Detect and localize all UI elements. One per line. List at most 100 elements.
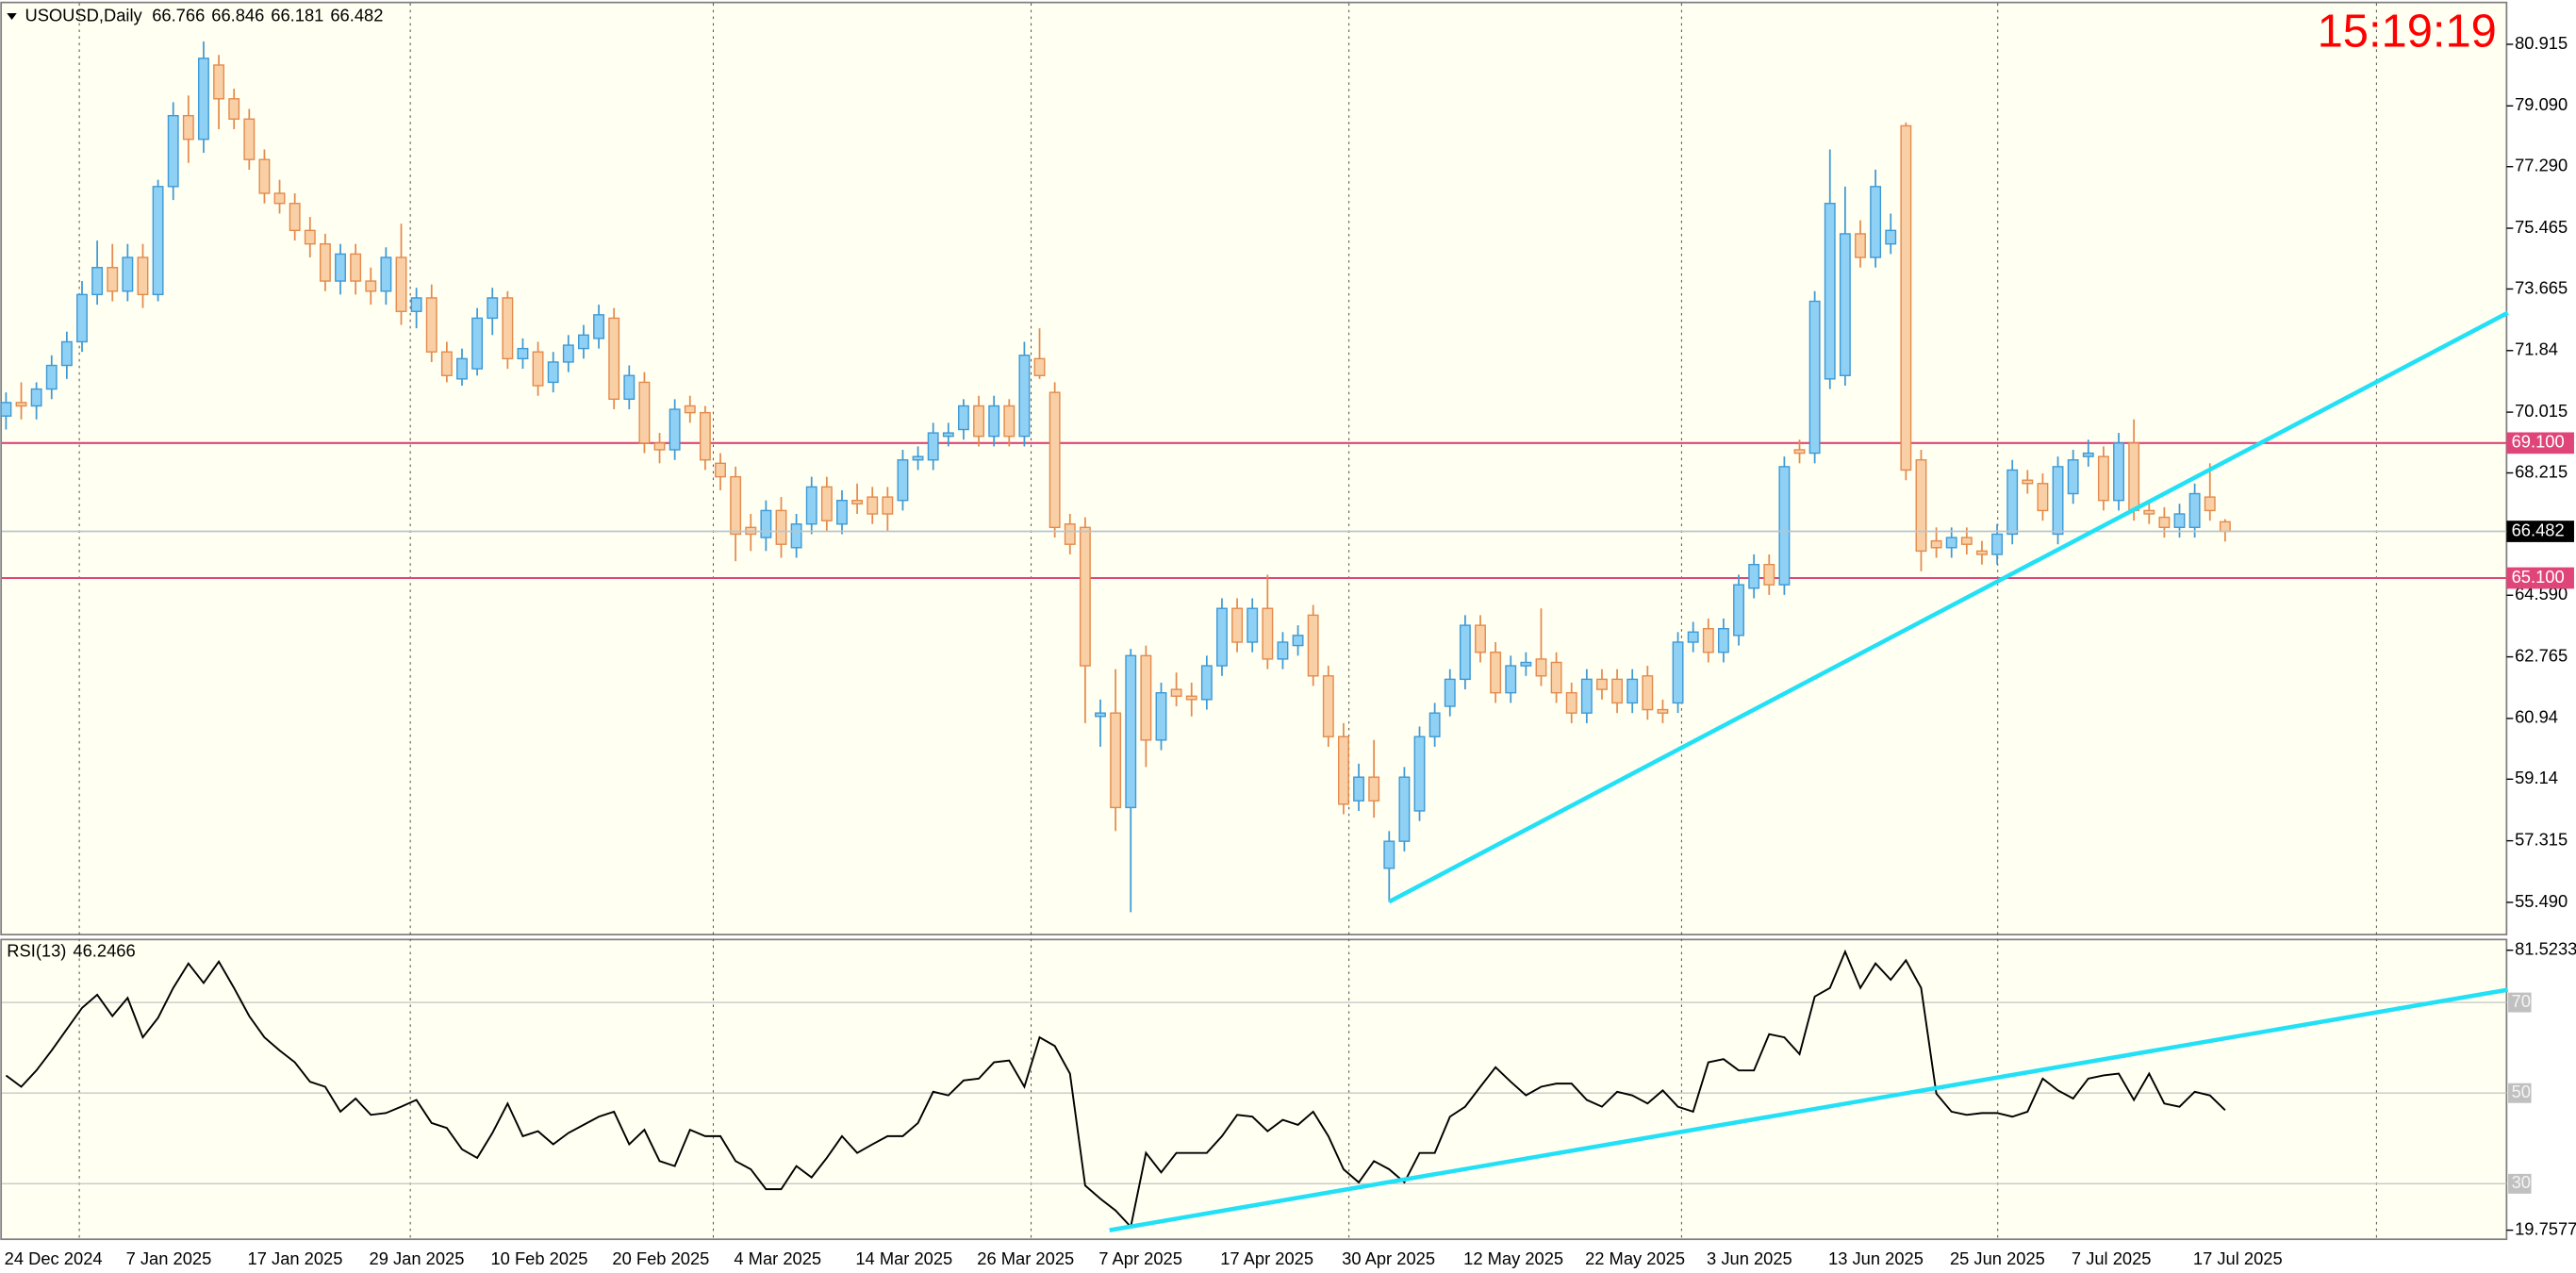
candle-body xyxy=(517,347,529,360)
candle-body xyxy=(76,293,88,343)
candle-body xyxy=(1231,607,1244,643)
y-tick-label: 55.490 xyxy=(2515,891,2568,911)
candle-body xyxy=(471,317,484,370)
x-tick-label: 3 Jun 2025 xyxy=(1707,1248,1792,1268)
rsi-current: 46.2466 xyxy=(73,940,135,960)
candle-body xyxy=(1216,607,1228,667)
candle-body xyxy=(669,408,681,451)
candle-body xyxy=(182,114,194,141)
x-tick-label: 4 Mar 2025 xyxy=(734,1248,821,1268)
x-tick-label: 12 May 2025 xyxy=(1463,1248,1563,1268)
candle-body xyxy=(1915,459,1927,553)
candle-body xyxy=(2113,442,2124,502)
y-tick-label: 75.465 xyxy=(2515,217,2568,237)
plot: 55.49057.31559.1460.9462.76564.59068.215… xyxy=(0,33,2576,1268)
candle-body xyxy=(1140,654,1152,741)
candle-body xyxy=(1945,537,1957,549)
candle-body xyxy=(243,118,256,160)
candle-body xyxy=(578,334,589,350)
candle-body xyxy=(2067,459,2079,495)
candle-body xyxy=(2128,442,2140,512)
y-tick-label: 57.315 xyxy=(2515,829,2568,849)
x-tick-label: 17 Jul 2025 xyxy=(2193,1248,2283,1268)
candle-body xyxy=(228,98,240,120)
level-label: 69.100 xyxy=(2512,432,2565,452)
x-tick-label: 29 Jan 2025 xyxy=(370,1248,465,1268)
candle-body xyxy=(137,256,149,296)
candle-body xyxy=(1839,233,1851,376)
y-tick-label: 60.94 xyxy=(2515,707,2558,727)
candle-body xyxy=(623,374,636,401)
x-tick-label: 17 Apr 2025 xyxy=(1220,1248,1313,1268)
candle-body xyxy=(653,442,666,451)
candle-body xyxy=(1125,654,1137,809)
candle-body xyxy=(1550,661,1562,694)
price-header: USOUSD,Daily 66.766 66.846 66.181 66.482 xyxy=(25,5,383,25)
candle-body xyxy=(973,405,984,438)
candle-body xyxy=(1717,627,1729,653)
menu-arrow[interactable] xyxy=(7,12,17,20)
candle-body xyxy=(1930,539,1942,549)
candle-body xyxy=(167,114,179,188)
candle-body xyxy=(715,462,726,478)
candle-body xyxy=(319,242,331,282)
candle-body xyxy=(213,64,225,100)
y-tick-label: 73.665 xyxy=(2515,277,2568,297)
rsi-title: RSI(13) xyxy=(7,940,66,960)
candle-body xyxy=(456,357,468,380)
candle-body xyxy=(1292,635,1304,647)
candle-body xyxy=(152,186,164,296)
level-label-box xyxy=(2506,432,2574,455)
candle-body xyxy=(927,432,939,461)
candle-body xyxy=(1808,300,1821,455)
candle-body xyxy=(1672,641,1684,704)
candle-body xyxy=(1520,661,1532,667)
header-open: 66.766 xyxy=(152,5,205,25)
candle-body xyxy=(107,267,119,292)
candle-body xyxy=(45,364,58,390)
candle-body xyxy=(957,405,969,431)
x-tick-label: 25 Jun 2025 xyxy=(1950,1248,2045,1268)
candle-body xyxy=(1049,391,1061,529)
x-tick-label: 24 Dec 2024 xyxy=(5,1248,103,1268)
candle-body xyxy=(425,297,438,353)
trendline xyxy=(1109,987,2509,1232)
candle-body xyxy=(1459,624,1471,681)
candle-body xyxy=(1900,124,1912,471)
candle-body xyxy=(440,351,453,376)
candle-body xyxy=(882,496,894,515)
candle-body xyxy=(1095,712,1106,718)
candle-body xyxy=(897,459,909,502)
candle-body xyxy=(380,256,392,292)
price-label-box xyxy=(2506,521,2574,542)
candle-body xyxy=(1793,449,1806,455)
candle-body xyxy=(608,317,620,401)
candle-body xyxy=(593,314,604,339)
y-tick-label: 77.290 xyxy=(2515,156,2568,175)
candle-body xyxy=(1535,658,1547,677)
candle-body xyxy=(790,523,802,549)
x-tick-label: 7 Jul 2025 xyxy=(2072,1248,2152,1268)
candle-body xyxy=(1307,614,1319,677)
candle-body xyxy=(1018,355,1031,438)
x-tick-label: 30 Apr 2025 xyxy=(1342,1248,1435,1268)
level-label: 65.100 xyxy=(2512,567,2565,587)
candle-body xyxy=(258,158,271,194)
candle-body xyxy=(1687,631,1699,643)
candle-body xyxy=(1322,675,1334,737)
candle-body xyxy=(1110,712,1122,809)
candle-body xyxy=(2204,496,2216,512)
candle-body xyxy=(1596,678,1608,690)
candle-body xyxy=(1170,688,1182,697)
candle-body xyxy=(730,475,742,536)
candle-body xyxy=(1353,776,1364,802)
candle-body xyxy=(30,388,42,407)
candle-body xyxy=(1505,665,1517,694)
candle-body xyxy=(1200,665,1213,701)
y-tick-label: 62.765 xyxy=(2515,645,2568,665)
candle-body xyxy=(1155,691,1167,741)
candle-body xyxy=(684,405,696,414)
candle-body xyxy=(1262,607,1274,660)
candle-body xyxy=(2219,521,2231,533)
